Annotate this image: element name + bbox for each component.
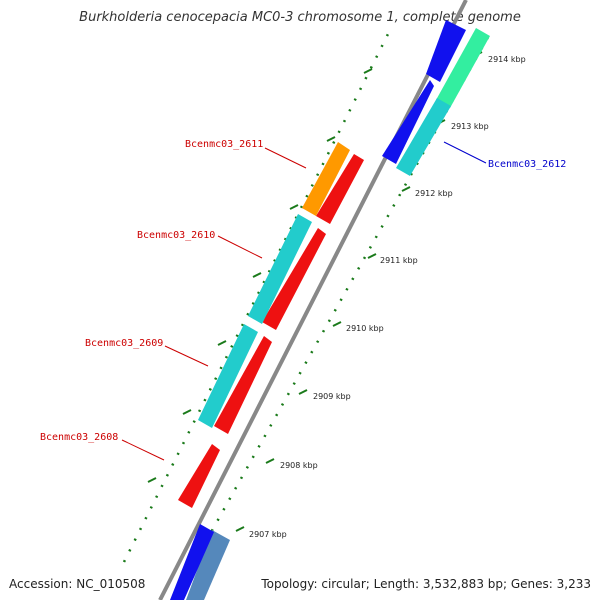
kbp-scale-labels: 2914 kbp 2913 kbp 2912 kbp 2911 kbp 2910… (249, 55, 526, 539)
gene-label-2609[interactable]: Bcenmc03_2609 (85, 338, 163, 349)
kbp-label-2907: 2907 kbp (249, 530, 287, 539)
kbp-label-2913: 2913 kbp (451, 122, 489, 131)
leader-2612 (443, 141, 487, 164)
leader-2609 (164, 345, 209, 367)
tick (217, 340, 227, 346)
kbp-label-2909: 2909 kbp (313, 392, 351, 401)
genome-summary-text: Topology: circular; Length: 3,532,883 bp… (261, 577, 591, 591)
kbp-label-2908: 2908 kbp (280, 461, 318, 470)
kbp-label-2910: 2910 kbp (346, 324, 384, 333)
kbp-label-2911: 2911 kbp (380, 256, 418, 265)
gene-label-2611[interactable]: Bcenmc03_2611 (185, 139, 263, 150)
outer-major-ticks (147, 68, 373, 483)
gene-blue-bottom[interactable] (170, 524, 214, 600)
leader-2611 (264, 147, 307, 169)
gene-cyan-2610[interactable] (248, 214, 312, 324)
tick (182, 409, 192, 415)
chromosome-backbone (158, 0, 468, 600)
tick (147, 477, 157, 483)
gene-label-2610[interactable]: Bcenmc03_2610 (137, 230, 215, 241)
forward-strand-genes (170, 20, 490, 600)
tick (363, 68, 373, 74)
gene-name-labels: Bcenmc03_2611 Bcenmc03_2610 Bcenmc03_260… (40, 139, 566, 443)
gene-label-2608[interactable]: Bcenmc03_2608 (40, 432, 118, 443)
map-title: Burkholderia cenocepacia MC0-3 chromosom… (79, 10, 521, 25)
gene-blue-2612[interactable] (382, 80, 434, 164)
leader-2610 (217, 235, 263, 259)
gene-red-2609[interactable] (214, 336, 272, 434)
gene-red-2608[interactable] (178, 444, 220, 508)
gene-cyan-2612-area[interactable] (396, 98, 451, 176)
gene-leader-lines (121, 141, 487, 461)
tick (401, 186, 411, 192)
kbp-label-2912: 2912 kbp (415, 189, 453, 198)
gene-red-2611[interactable] (316, 154, 364, 224)
leader-2608 (121, 439, 165, 461)
tick (252, 272, 262, 278)
tick (265, 458, 275, 464)
tick (289, 204, 299, 210)
gene-red-2610[interactable] (262, 228, 326, 330)
gene-orange-2611[interactable] (302, 142, 350, 216)
kbp-label-2914: 2914 kbp (488, 55, 526, 64)
tick (332, 321, 342, 327)
gene-cyan-2609[interactable] (198, 324, 258, 428)
gene-blue-top[interactable] (426, 20, 466, 82)
outer-dotted-ruler (122, 29, 392, 563)
accession-text: Accession: NC_010508 (9, 577, 146, 591)
tick (326, 136, 336, 142)
tick (235, 526, 245, 532)
gene-label-2612[interactable]: Bcenmc03_2612 (488, 159, 566, 170)
tick (298, 389, 308, 395)
tick (367, 253, 377, 259)
reverse-strand-genes (198, 142, 350, 428)
gene-mint[interactable] (436, 28, 490, 108)
gene-steel-bottom[interactable] (186, 530, 230, 600)
